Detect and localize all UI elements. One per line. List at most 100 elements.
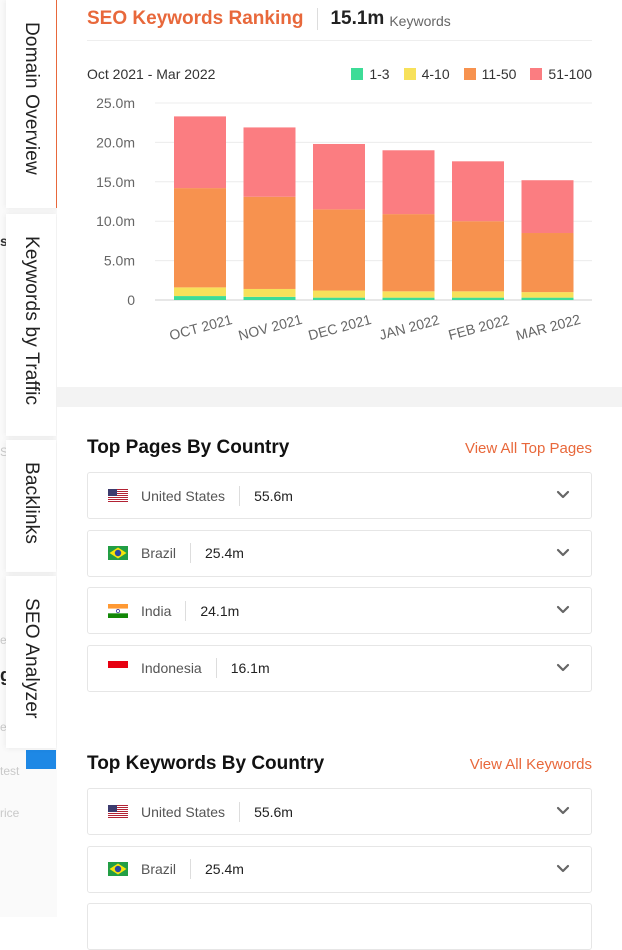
- bar-segment[interactable]: [174, 287, 226, 297]
- legend-swatch: [351, 68, 364, 80]
- view-all-top-pages-link[interactable]: View All Top Pages: [464, 440, 592, 457]
- flag-icon-us: [108, 804, 128, 819]
- bar-segment[interactable]: [243, 127, 296, 197]
- y-tick-label: 5.0m: [104, 253, 135, 269]
- bar-segment[interactable]: [382, 291, 435, 298]
- bar-segment[interactable]: [313, 297, 365, 300]
- chevron-down-icon: [556, 864, 570, 872]
- bar-segment[interactable]: [174, 188, 226, 288]
- bar-segment[interactable]: [521, 233, 574, 293]
- chevron-down-icon: [556, 548, 570, 556]
- top-keywords-section: Top Keywords By Country View All Keyword…: [87, 753, 592, 950]
- legend-swatch: [530, 68, 543, 80]
- section-title: Top Keywords By Country: [87, 753, 325, 774]
- legend-swatch: [403, 68, 416, 80]
- legend-swatch: [463, 68, 476, 80]
- country-value: 55.6m: [254, 803, 293, 820]
- country-name: India: [141, 602, 172, 619]
- bar-segment[interactable]: [382, 214, 435, 292]
- bar-segment[interactable]: [174, 116, 226, 189]
- country-row[interactable]: Brazil 25.4m: [87, 845, 592, 893]
- legend-item[interactable]: 11-50: [463, 66, 517, 82]
- row-divider: [239, 801, 241, 822]
- x-tick-label: OCT 2021: [168, 311, 234, 343]
- row-divider: [185, 600, 187, 621]
- country-row[interactable]: United States 55.6m: [87, 788, 592, 835]
- flag-icon-br: [108, 546, 128, 560]
- bar-segment[interactable]: [452, 221, 504, 292]
- bar-segment[interactable]: [174, 296, 226, 300]
- chevron-down-icon: [556, 806, 570, 815]
- legend-label: 1-3: [369, 66, 390, 82]
- tab-label: Keywords by Traffic: [21, 236, 42, 406]
- top-pages-section: Top Pages By Country View All Top Pages …: [87, 437, 592, 697]
- bar-segment[interactable]: [452, 161, 504, 222]
- chevron-down-icon: [556, 605, 570, 614]
- country-name: Brazil: [141, 861, 177, 877]
- bar-segment[interactable]: [243, 196, 296, 289]
- y-tick-label: 25.0m: [96, 95, 135, 111]
- country-value: 24.1m: [200, 602, 240, 619]
- main-panel: SEO Keywords Ranking 15.1m Keywords Oct …: [57, 0, 622, 950]
- y-tick-label: 20.0m: [96, 134, 135, 150]
- bar-segment[interactable]: [243, 296, 296, 300]
- country-row[interactable]: United States 55.6m: [87, 472, 592, 519]
- x-tick-label: FEB 2022: [447, 311, 511, 343]
- tab-label: Backlinks: [21, 462, 42, 545]
- flag-icon-in: [108, 603, 128, 618]
- legend-item[interactable]: 4-10: [403, 66, 450, 82]
- bar-segment[interactable]: [521, 297, 574, 300]
- background-text-fragment: e: [0, 633, 7, 647]
- view-all-keywords-link[interactable]: View All Keywords: [469, 756, 592, 773]
- chevron-down-icon: [556, 490, 570, 499]
- bar-segment[interactable]: [313, 143, 365, 210]
- x-tick-label: MAR 2022: [514, 311, 582, 344]
- tab-backlinks[interactable]: Backlinks: [6, 440, 56, 572]
- legend-label: 11-50: [481, 66, 517, 82]
- legend-label: 51-100: [548, 66, 592, 82]
- bar-segment[interactable]: [313, 290, 365, 298]
- bar-segment[interactable]: [452, 297, 504, 300]
- background-text-fragment: s: [0, 233, 8, 249]
- bar-segment[interactable]: [521, 292, 574, 298]
- bar-segment[interactable]: [452, 291, 504, 298]
- card-title: SEO Keywords Ranking: [87, 8, 304, 29]
- background-text-fragment: g: [0, 665, 11, 686]
- y-tick-label: 15.0m: [96, 174, 135, 190]
- country-row-partial[interactable]: [87, 903, 592, 950]
- legend-item[interactable]: 51-100: [530, 66, 592, 82]
- background-blue-button: [26, 750, 56, 769]
- row-divider: [190, 859, 192, 879]
- bar-segment[interactable]: [382, 297, 435, 300]
- flag-icon-id: [108, 661, 128, 675]
- country-row[interactable]: India 24.1m: [87, 587, 592, 634]
- tab-seo-analyzer[interactable]: SEO Analyzer: [6, 576, 56, 748]
- legend-label: 4-10: [421, 66, 450, 82]
- legend-item[interactable]: 1-3: [351, 66, 390, 82]
- bar-segment[interactable]: [382, 150, 435, 215]
- country-value: 55.6m: [254, 487, 293, 504]
- bar-segment[interactable]: [243, 288, 296, 297]
- background-text-fragment: test: [0, 764, 20, 778]
- card-header: SEO Keywords Ranking 15.1m Keywords: [87, 6, 451, 32]
- background-text-fragment: e: [0, 720, 7, 734]
- section-divider: [57, 387, 622, 407]
- country-value: 25.4m: [205, 545, 244, 561]
- row-divider: [190, 543, 192, 563]
- chart-legend: 1-3 4-10 11-50 51-100: [337, 66, 592, 82]
- x-tick-label: NOV 2021: [237, 311, 304, 343]
- flag-icon-br: [108, 862, 128, 876]
- bar-segment[interactable]: [313, 209, 365, 291]
- tab-keywords-by-traffic[interactable]: Keywords by Traffic: [6, 214, 56, 436]
- country-row[interactable]: Indonesia 16.1m: [87, 644, 592, 692]
- country-name: United States: [141, 487, 226, 504]
- y-tick-label: 0: [127, 292, 135, 308]
- country-name: United States: [141, 803, 226, 820]
- tab-label: SEO Analyzer: [21, 598, 42, 719]
- seo-keywords-ranking-card: SEO Keywords Ranking 15.1m Keywords Oct …: [57, 0, 622, 387]
- bar-segment[interactable]: [521, 180, 574, 234]
- tab-domain-overview[interactable]: Domain Overview: [6, 0, 59, 208]
- country-row[interactable]: Brazil 25.4m: [87, 529, 592, 577]
- title-divider: [317, 8, 319, 30]
- vertical-tab-strip: Domain Overview Keywords by Traffic Back…: [0, 0, 59, 917]
